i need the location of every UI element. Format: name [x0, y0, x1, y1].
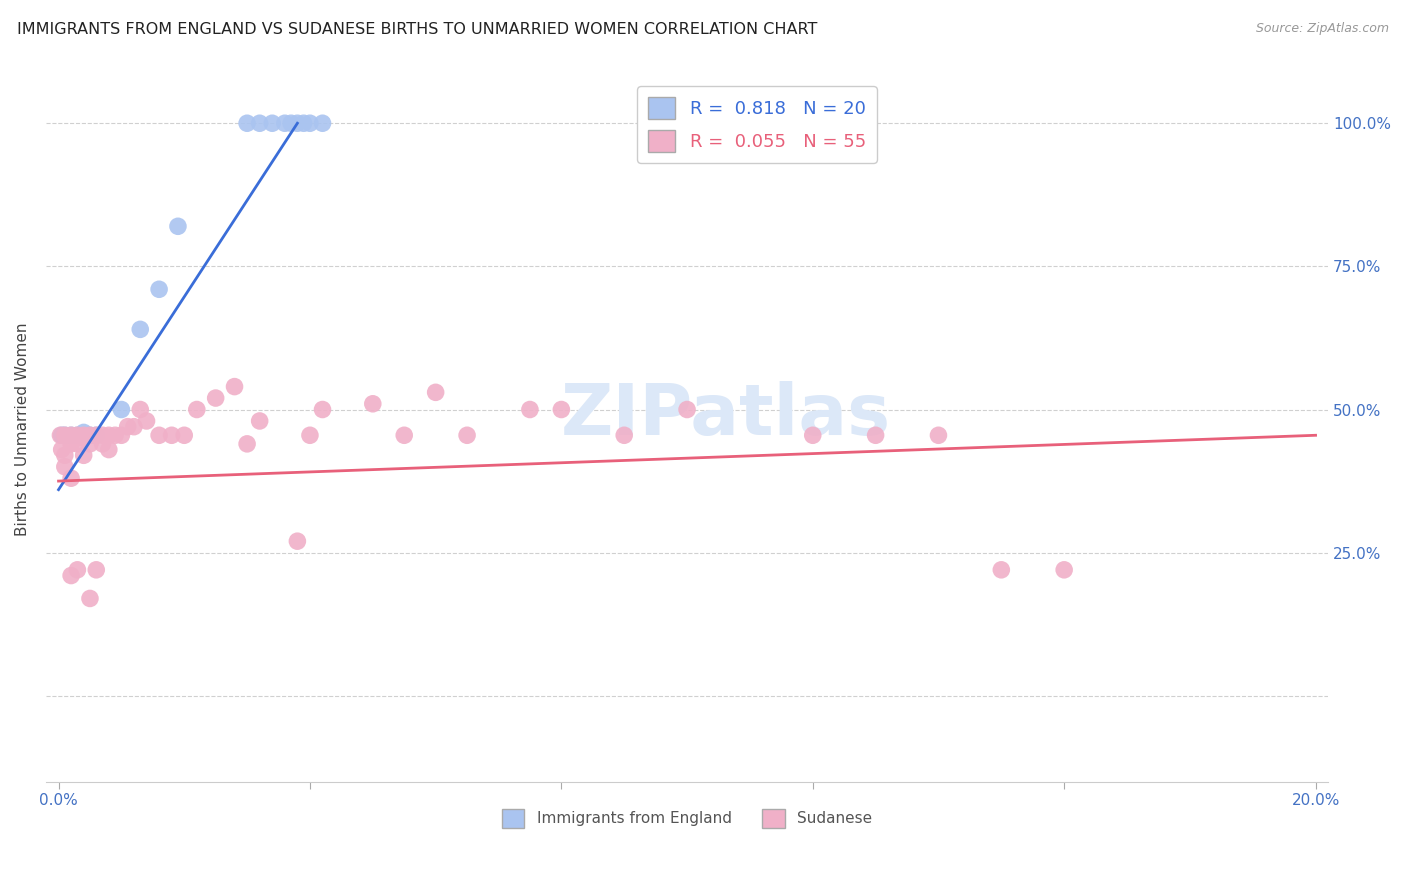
Point: [104, 428, 127, 442]
Point: [110, 428, 132, 442]
Point: [53, 428, 76, 442]
Point: [91, 428, 114, 442]
Point: [117, 419, 139, 434]
Point: [311, 116, 333, 130]
Legend: Immigrants from England, Sudanese: Immigrants from England, Sudanese: [495, 803, 879, 834]
Point: [173, 428, 195, 442]
Point: [262, 116, 284, 130]
Point: [927, 428, 949, 442]
Point: [249, 116, 271, 130]
Point: [79, 428, 101, 442]
Point: [66, 437, 89, 451]
Point: [274, 116, 297, 130]
Text: Source: ZipAtlas.com: Source: ZipAtlas.com: [1256, 22, 1389, 36]
Point: [287, 534, 309, 549]
Point: [298, 428, 321, 442]
Point: [60, 428, 83, 442]
Point: [66, 563, 89, 577]
Point: [51, 428, 73, 442]
Point: [519, 402, 541, 417]
Point: [66, 428, 89, 442]
Point: [51, 442, 73, 457]
Point: [298, 116, 321, 130]
Point: [311, 402, 333, 417]
Point: [110, 402, 132, 417]
Point: [66, 428, 89, 442]
Text: ZIPatlas: ZIPatlas: [561, 381, 890, 450]
Text: IMMIGRANTS FROM ENGLAND VS SUDANESE BIRTHS TO UNMARRIED WOMEN CORRELATION CHART: IMMIGRANTS FROM ENGLAND VS SUDANESE BIRT…: [17, 22, 817, 37]
Point: [60, 428, 83, 442]
Point: [801, 428, 824, 442]
Point: [60, 471, 83, 485]
Point: [122, 419, 145, 434]
Point: [236, 116, 259, 130]
Point: [84, 428, 107, 442]
Point: [676, 402, 699, 417]
Point: [1053, 563, 1076, 577]
Point: [73, 431, 96, 445]
Point: [160, 428, 183, 442]
Point: [79, 591, 101, 606]
Point: [361, 397, 384, 411]
Point: [287, 116, 309, 130]
Point: [249, 414, 271, 428]
Point: [53, 448, 76, 462]
Point: [129, 402, 152, 417]
Point: [84, 563, 107, 577]
Point: [292, 116, 315, 130]
Point: [392, 428, 415, 442]
Point: [280, 116, 302, 130]
Point: [148, 282, 170, 296]
Point: [97, 442, 120, 457]
Point: [204, 391, 226, 405]
Point: [79, 437, 101, 451]
Point: [224, 379, 246, 393]
Point: [53, 459, 76, 474]
Point: [990, 563, 1012, 577]
Point: [236, 437, 259, 451]
Point: [167, 219, 190, 234]
Point: [60, 568, 83, 582]
Point: [129, 322, 152, 336]
Point: [49, 428, 72, 442]
Point: [97, 428, 120, 442]
Y-axis label: Births to Unmarried Women: Births to Unmarried Women: [15, 323, 30, 536]
Point: [425, 385, 447, 400]
Point: [73, 448, 96, 462]
Point: [135, 414, 157, 428]
Point: [53, 428, 76, 442]
Point: [84, 428, 107, 442]
Point: [865, 428, 887, 442]
Point: [91, 437, 114, 451]
Point: [550, 402, 572, 417]
Point: [60, 437, 83, 451]
Point: [73, 425, 96, 440]
Point: [613, 428, 636, 442]
Point: [456, 428, 478, 442]
Point: [79, 428, 101, 442]
Point: [73, 428, 96, 442]
Point: [186, 402, 208, 417]
Point: [148, 428, 170, 442]
